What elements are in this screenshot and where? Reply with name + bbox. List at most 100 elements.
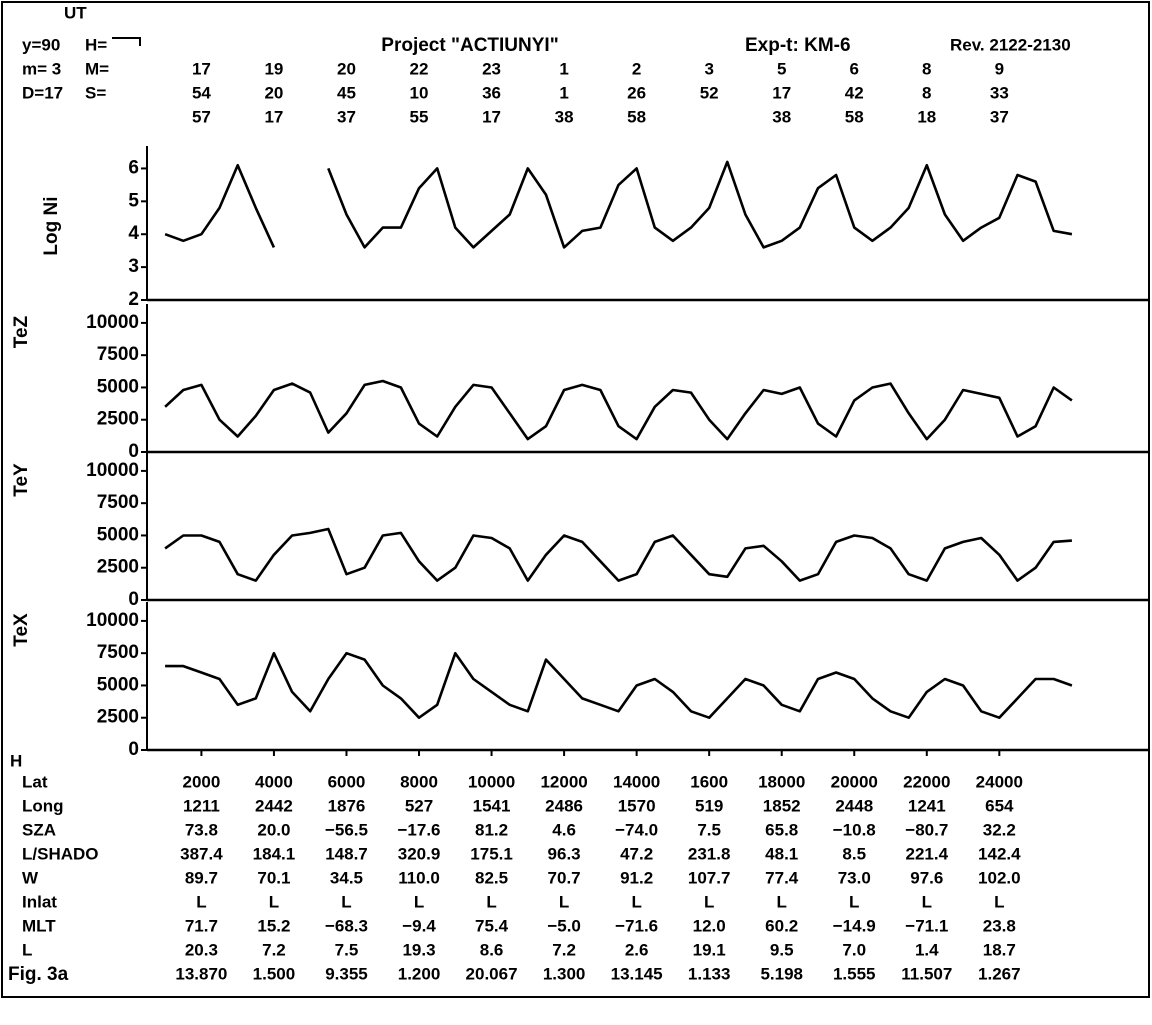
y-tick-label: 5 [128, 190, 139, 211]
time-value: 37 [337, 107, 356, 126]
time-value: 58 [627, 107, 646, 126]
x-tick-label: 8000 [400, 772, 438, 791]
table-value: 9.5 [770, 940, 794, 959]
time-value: 17 [192, 59, 211, 78]
table-value: −10.8 [833, 820, 876, 839]
time-value: 17 [772, 83, 791, 102]
time-value: 42 [845, 83, 864, 102]
time-value: 9 [995, 59, 1004, 78]
table-value: 81.2 [475, 820, 508, 839]
y-tick-label: 10000 [86, 312, 139, 333]
y-tick-label: 7500 [97, 492, 139, 513]
table-value: 11.507 [901, 964, 952, 983]
table-value: 1541 [473, 796, 511, 815]
bracket [112, 37, 141, 46]
table-value: 20.0 [257, 820, 290, 839]
table-value: 7.5 [697, 820, 721, 839]
table-value: 231.8 [688, 844, 731, 863]
y-tick-label: 3 [128, 256, 139, 277]
time-value: 37 [990, 107, 1009, 126]
time-value: 58 [845, 107, 864, 126]
table-value: 1852 [763, 796, 801, 815]
table-value: 9.355 [325, 964, 368, 983]
table-value: 519 [695, 796, 723, 815]
y-axis-label: TeZ [11, 315, 32, 348]
time-value: 45 [337, 83, 356, 102]
table-value: −68.3 [325, 916, 368, 935]
y-tick-label: 10000 [86, 460, 139, 481]
table-value: 18.7 [983, 940, 1016, 959]
table-value: 102.0 [978, 868, 1021, 887]
table-value: 1.300 [543, 964, 586, 983]
table-value: 60.2 [765, 916, 798, 935]
y-tick-label: 7500 [97, 642, 139, 663]
table-value: 1.267 [978, 964, 1021, 983]
table-value: 110.0 [398, 868, 440, 887]
y-tick-label: 2500 [97, 707, 139, 728]
row-label: L [22, 940, 32, 959]
s-row-label: S= [85, 83, 106, 102]
time-value: 18 [917, 107, 936, 126]
y-tick-label: 2500 [97, 557, 139, 578]
table-value: −9.4 [402, 916, 436, 935]
table-value: 184.1 [253, 844, 296, 863]
row-label: L/SHADO [22, 844, 99, 863]
time-value: 10 [410, 83, 429, 102]
table-value: 70.1 [257, 868, 290, 887]
table-value: 97.6 [910, 868, 943, 887]
table-value: 2448 [835, 796, 873, 815]
table-value: 96.3 [548, 844, 581, 863]
time-value: 17 [264, 107, 283, 126]
table-value: 1241 [908, 796, 946, 815]
m-row-label: M= [85, 59, 109, 78]
table-value: 19.3 [402, 940, 435, 959]
time-value: 8 [922, 59, 931, 78]
row-label: SZA [22, 820, 56, 839]
x-tick-label: 10000 [468, 772, 515, 791]
row-label: Lat [22, 772, 48, 791]
table-value: 1.200 [398, 964, 441, 983]
table-value: −14.9 [833, 916, 876, 935]
y-tick-label: 2500 [97, 409, 139, 430]
table-value: 73.8 [185, 820, 218, 839]
table-value: 32.2 [983, 820, 1016, 839]
table-value: 1.555 [833, 964, 876, 983]
x-tick-label: 20000 [831, 772, 878, 791]
table-value: L [341, 892, 351, 911]
y-axis-label: TeY [11, 463, 32, 497]
table-value: −56.5 [325, 820, 368, 839]
row-label: W [22, 868, 39, 887]
time-value: 38 [772, 107, 791, 126]
row-label: MLT [22, 916, 56, 935]
table-value: 19.1 [693, 940, 726, 959]
table-value: 48.1 [765, 844, 798, 863]
data-line [164, 160, 1073, 249]
x-tick-label: 22000 [903, 772, 950, 791]
table-value: 13.145 [611, 964, 663, 983]
frame [1, 1, 1150, 998]
time-value: 17 [482, 107, 501, 126]
project: Project "ACTIUNYI" [381, 35, 558, 56]
table-value: 23.8 [983, 916, 1016, 935]
table-value: L [486, 892, 496, 911]
table-value: −71.1 [905, 916, 948, 935]
table-value: 2442 [255, 796, 293, 815]
y-tick-label: 6 [128, 157, 139, 178]
h-label: H= [85, 35, 107, 54]
row-label: Inlat [22, 892, 57, 911]
ut-label: UT [64, 3, 87, 22]
table-value: L [196, 892, 206, 911]
table-value: 7.5 [335, 940, 359, 959]
table-value: 7.2 [262, 940, 286, 959]
time-value: 22 [410, 59, 429, 78]
table-value: 142.4 [978, 844, 1021, 863]
time-value: 54 [192, 83, 211, 102]
table-value: −74.0 [615, 820, 658, 839]
y-axis-label: Log Ni [41, 196, 62, 255]
time-value: 20 [337, 59, 356, 78]
table-value: 2.6 [625, 940, 649, 959]
revision: Rev. 2122-2130 [950, 35, 1071, 54]
table-value: 7.2 [552, 940, 576, 959]
table-value: 15.2 [257, 916, 290, 935]
table-value: L [849, 892, 859, 911]
